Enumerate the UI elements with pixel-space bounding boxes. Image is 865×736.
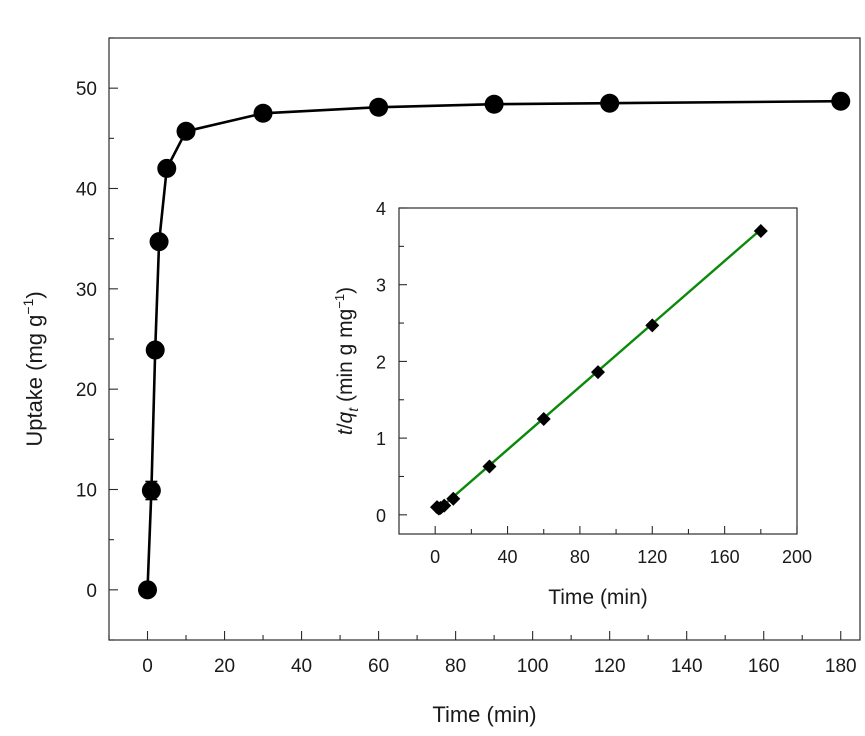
main-y-tick-label: 30: [76, 280, 97, 301]
inset-x-tick-label: 160: [710, 547, 740, 567]
inset-data-point: [536, 411, 551, 426]
main-y-axis-title: Uptake (mg g−1): [20, 291, 47, 446]
inset-y-axis-title-units: (min g mg: [334, 309, 357, 408]
inset-x-axis-title: Time (min): [548, 586, 648, 609]
inset-axis-ticks: 0 40 80 120 160 200 0 1 2 3 4: [376, 199, 812, 567]
inset-y-tick-label: 1: [376, 429, 386, 449]
main-x-tick-label: 180: [825, 656, 857, 677]
inset-data-point: [482, 459, 497, 474]
main-x-tick-label: 140: [671, 656, 703, 677]
inset-data-point: [446, 491, 461, 506]
inset-series: [429, 224, 768, 516]
main-y-axis-title-text: Uptake (mg g: [22, 315, 47, 447]
main-y-axis-title-close: ): [22, 291, 47, 298]
main-x-tick-label: 0: [142, 656, 153, 677]
main-y-tick-label: 0: [86, 581, 97, 602]
main-data-point: [831, 91, 851, 111]
inset-data-point: [753, 224, 768, 239]
inset-x-tick-label: 80: [570, 547, 590, 567]
main-x-tick-label: 60: [368, 656, 389, 677]
inset-x-tick-label: 40: [498, 547, 518, 567]
inset-y-axis-title-t: t: [334, 428, 357, 435]
main-x-tick-label: 40: [291, 656, 312, 677]
main-data-point: [176, 121, 196, 141]
main-y-tick-label: 40: [76, 180, 97, 201]
main-data-point: [141, 481, 161, 501]
inset-y-tick-label: 4: [376, 199, 386, 219]
main-x-tick-label: 20: [214, 656, 235, 677]
inset-y-axis-title-slash: /: [334, 423, 357, 429]
main-data-point: [138, 580, 158, 600]
inset-x-tick-label: 0: [430, 547, 440, 567]
inset-y-axis-title-q: q: [334, 411, 357, 423]
inset-x-tick-label: 200: [782, 547, 812, 567]
main-series: [138, 91, 851, 600]
inset-y-tick-label: 0: [376, 506, 386, 526]
main-x-axis-title: Time (min): [432, 702, 536, 727]
inset-data-point: [591, 365, 605, 380]
inset-data-point: [645, 318, 660, 333]
main-y-tick-label: 20: [76, 380, 97, 401]
main-data-point: [149, 232, 169, 252]
inset-data-point: [437, 498, 452, 513]
main-data-point: [157, 158, 177, 178]
inset-x-tick-label: 120: [637, 547, 667, 567]
main-data-point: [484, 94, 504, 114]
inset-y-tick-label: 2: [376, 352, 386, 372]
inset-y-tick-label: 3: [376, 276, 386, 296]
main-x-tick-label: 160: [748, 656, 780, 677]
main-y-tick-label: 10: [76, 481, 97, 502]
main-data-point: [145, 340, 165, 360]
main-y-axis-title-superscript: −1: [20, 298, 36, 314]
main-data-point: [600, 93, 620, 113]
main-x-tick-label: 120: [594, 656, 626, 677]
main-data-point: [369, 97, 389, 117]
main-x-tick-label: 100: [517, 656, 549, 677]
main-y-tick-label: 50: [76, 79, 97, 100]
inset-y-axis-title: t/qt (min g mg−1): [332, 287, 361, 435]
main-x-tick-label: 80: [445, 656, 466, 677]
main-data-point: [253, 103, 273, 123]
inset-y-axis-title-subscript: t: [345, 407, 361, 412]
inset-y-axis-title-close: ): [334, 287, 357, 294]
inset-y-axis-title-superscript: −1: [332, 294, 347, 309]
